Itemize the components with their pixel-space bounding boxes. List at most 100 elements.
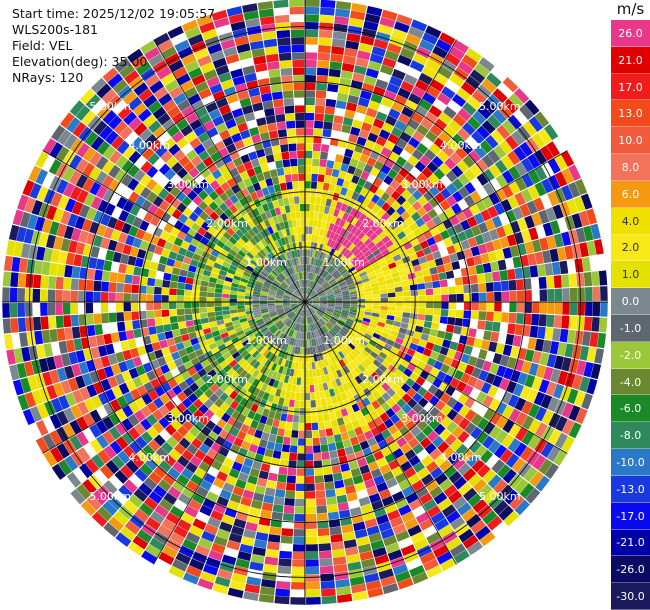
velocity-gate [116,140,130,155]
velocity-gate [333,271,340,279]
velocity-gate [275,223,282,232]
velocity-gate [8,224,20,241]
velocity-gate [130,388,141,401]
velocity-gate [331,337,339,345]
velocity-gate [429,266,438,275]
range-ring-label: 4.00km [440,451,482,464]
velocity-gate [340,313,348,319]
velocity-gate [281,444,290,453]
velocity-gate [400,80,415,93]
velocity-gate [93,210,104,224]
velocity-gate [189,118,203,131]
velocity-gate [311,295,319,300]
velocity-gate [474,445,488,459]
velocity-gate [467,473,482,487]
velocity-gate [417,408,429,420]
velocity-gate [226,540,241,551]
velocity-gate [185,565,202,578]
velocity-gate [327,404,335,413]
velocity-gate [209,393,219,404]
velocity-gate [111,363,122,376]
velocity-gate [491,215,503,229]
velocity-gate [440,363,451,374]
velocity-gate [121,418,134,431]
velocity-gate [291,295,299,299]
velocity-gate [278,397,285,406]
velocity-gate [387,364,397,373]
velocity-gate [411,200,423,212]
velocity-gate [237,291,246,296]
velocity-gate [9,303,18,318]
velocity-gate [282,297,291,300]
velocity-gate [394,286,403,293]
velocity-gate [224,208,234,218]
velocity-gate [438,131,452,144]
velocity-gate [254,63,268,73]
velocity-gate [453,549,470,564]
velocity-gate [277,310,285,315]
velocity-gate [347,254,356,262]
velocity-gate [509,245,520,258]
velocity-gate [264,107,275,117]
velocity-gate [243,177,253,188]
velocity-gate [291,305,299,309]
velocity-gate [486,292,495,302]
velocity-gate [378,351,388,360]
velocity-gate [464,422,477,435]
velocity-gate [170,419,182,431]
velocity-gate [222,293,230,299]
velocity-gate [239,317,248,323]
velocity-gate [544,462,559,480]
velocity-gate [547,397,560,412]
velocity-gate [380,305,388,311]
velocity-gate [50,192,63,207]
velocity-gate [245,521,258,532]
velocity-gate [312,226,317,235]
velocity-gate [468,440,482,454]
velocity-gate [501,184,514,199]
velocity-gate [321,343,327,352]
velocity-gate [245,289,254,294]
velocity-gate [207,431,219,442]
velocity-gate [275,306,284,310]
velocity-gate [399,250,409,259]
velocity-gate [314,258,319,266]
velocity-gate [53,354,64,369]
velocity-gate [524,215,535,229]
velocity-gate [411,337,420,345]
velocity-gate [448,309,456,318]
velocity-gate [278,45,291,54]
velocity-gate [439,229,450,240]
velocity-gate [438,381,450,393]
velocity-gate [262,31,277,41]
velocity-gate [422,348,433,357]
velocity-gate [455,285,464,294]
velocity-gate [247,475,258,485]
velocity-gate [394,258,404,267]
velocity-gate [187,414,199,426]
velocity-gate [338,255,346,263]
velocity-gate [289,227,295,236]
velocity-gate [366,156,377,167]
velocity-gate [294,506,305,514]
velocity-gate [305,347,308,355]
velocity-gate [538,379,550,394]
velocity-gate [139,502,154,517]
velocity-gate [370,468,382,479]
velocity-gate [533,197,545,212]
velocity-gate [236,164,246,174]
velocity-gate [240,234,250,244]
velocity-gate [93,291,101,302]
velocity-gate [233,565,249,576]
velocity-gate [349,269,358,276]
velocity-gate [190,357,201,367]
velocity-gate [214,297,222,302]
velocity-gate [35,246,46,261]
velocity-gate [305,400,311,408]
velocity-gate [290,296,298,300]
velocity-gate [43,450,58,467]
velocity-gate [366,200,376,210]
velocity-gate [180,262,190,271]
velocity-gate [320,197,327,206]
velocity-gate [538,458,553,475]
